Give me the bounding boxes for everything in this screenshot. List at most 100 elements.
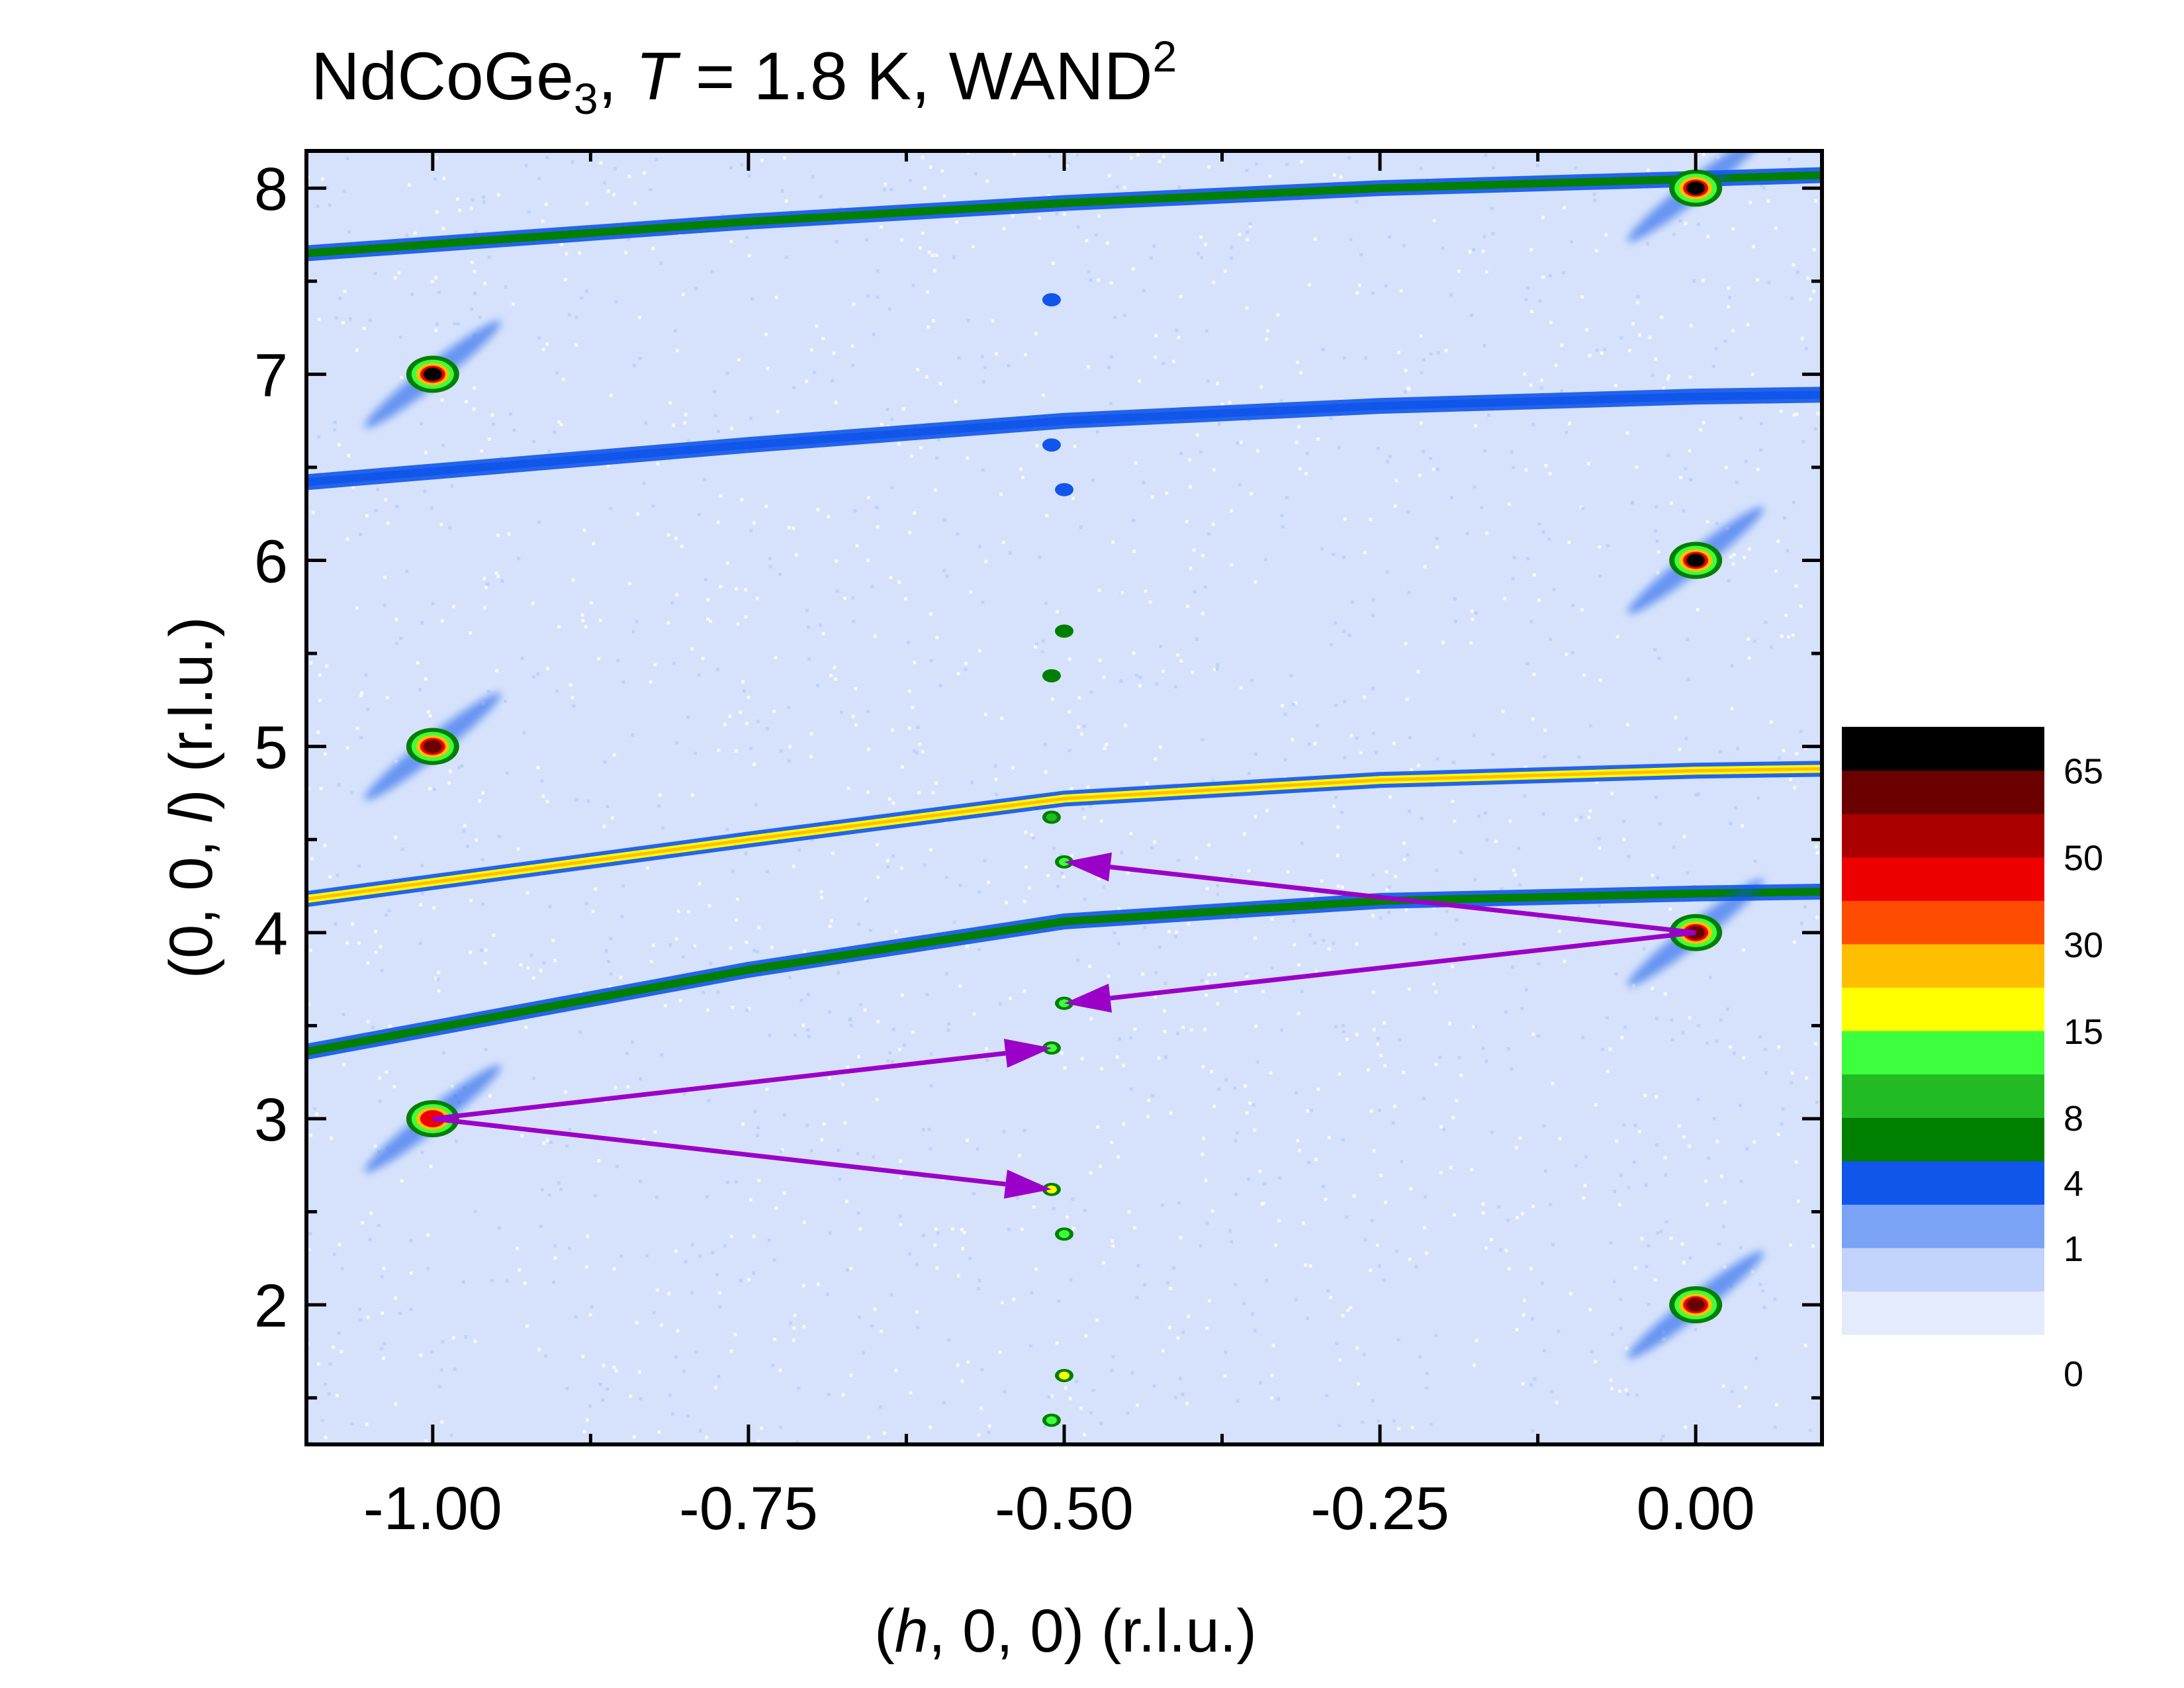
noise-pixel — [873, 1307, 877, 1311]
noise-pixel — [1659, 1229, 1663, 1233]
noise-pixel — [439, 522, 443, 526]
magnetic-peak-3 — [1055, 483, 1073, 496]
noise-pixel — [1167, 929, 1171, 933]
noise-pixel — [1224, 1078, 1228, 1082]
noise-pixel — [1145, 781, 1149, 785]
noise-pixel — [788, 976, 792, 979]
noise-pixel — [707, 904, 711, 908]
noise-pixel — [1531, 1429, 1535, 1433]
noise-pixel — [1101, 1261, 1105, 1265]
noise-pixel — [1781, 1107, 1785, 1111]
noise-pixel — [1684, 222, 1688, 226]
noise-pixel — [1805, 347, 1808, 350]
noise-pixel — [581, 1354, 585, 1358]
noise-pixel — [1357, 1382, 1361, 1386]
noise-pixel — [343, 289, 347, 293]
noise-pixel — [1176, 653, 1180, 657]
noise-pixel — [1490, 207, 1494, 211]
noise-pixel — [752, 949, 756, 953]
noise-pixel — [1245, 1111, 1249, 1115]
noise-pixel — [702, 991, 705, 995]
noise-pixel — [1549, 1202, 1553, 1206]
noise-pixel — [1096, 1125, 1100, 1129]
noise-pixel — [1518, 1136, 1522, 1140]
noise-pixel — [1706, 1041, 1709, 1045]
noise-pixel — [918, 742, 922, 746]
noise-pixel — [1107, 365, 1111, 369]
noise-pixel — [394, 759, 398, 763]
noise-pixel — [1619, 336, 1623, 340]
noise-pixel — [841, 1082, 844, 1086]
powder-ring-4 — [306, 884, 1822, 1060]
noise-pixel — [676, 1329, 680, 1333]
noise-pixel — [424, 1439, 428, 1443]
noise-pixel — [1694, 793, 1698, 797]
noise-pixel — [1450, 496, 1453, 500]
x-axis-label-rest: , 0, 0) (r.l.u.) — [929, 1597, 1257, 1665]
noise-pixel — [1205, 980, 1209, 984]
noise-pixel — [1034, 645, 1038, 649]
noise-pixel — [1402, 244, 1406, 248]
noise-pixel — [1023, 353, 1027, 357]
noise-pixel — [630, 1040, 634, 1044]
noise-pixel — [316, 1362, 320, 1366]
noise-pixel — [1361, 1420, 1365, 1424]
noise-pixel — [602, 1364, 606, 1368]
noise-pixel — [1604, 233, 1608, 237]
noise-pixel — [1764, 1071, 1768, 1075]
noise-pixel — [1186, 604, 1190, 608]
noise-pixel — [1752, 1140, 1756, 1144]
noise-pixel — [340, 1350, 343, 1354]
noise-pixel — [987, 880, 991, 884]
noise-pixel — [578, 1030, 582, 1034]
noise-pixel — [1342, 630, 1346, 633]
noise-pixel — [1144, 589, 1148, 593]
noise-pixel — [1105, 743, 1109, 747]
noise-pixel — [1203, 1028, 1207, 1031]
noise-pixel — [471, 198, 475, 202]
noise-pixel — [1788, 158, 1792, 161]
noise-pixel — [1212, 468, 1216, 471]
noise-pixel — [1297, 1011, 1300, 1015]
noise-pixel — [590, 1305, 594, 1309]
noise-pixel — [904, 597, 907, 600]
noise-pixel — [1481, 250, 1485, 254]
noise-pixel — [1600, 351, 1604, 355]
noise-pixel — [426, 710, 430, 714]
noise-pixel — [1463, 943, 1466, 946]
noise-pixel — [518, 1268, 522, 1272]
noise-pixel — [1637, 333, 1641, 337]
noise-pixel — [938, 684, 942, 688]
noise-pixel — [1789, 1243, 1792, 1247]
noise-pixel — [1081, 808, 1085, 811]
noise-pixel — [1051, 261, 1055, 265]
noise-pixel — [398, 336, 402, 339]
noise-pixel — [1001, 541, 1005, 545]
noise-pixel — [1234, 990, 1238, 994]
noise-pixel — [1520, 1007, 1524, 1011]
noise-pixel — [1379, 916, 1383, 920]
noise-pixel — [1341, 1314, 1345, 1318]
noise-pixel — [1292, 919, 1296, 923]
noise-pixel — [1481, 1047, 1485, 1050]
noise-pixel — [674, 937, 678, 941]
noise-pixel — [1342, 356, 1346, 360]
noise-pixel — [1408, 1257, 1412, 1261]
noise-pixel — [1418, 1355, 1422, 1359]
noise-pixel — [929, 1084, 933, 1088]
noise-pixel — [1185, 520, 1189, 524]
noise-pixel — [1122, 185, 1126, 189]
nuclear-peak-4 — [364, 692, 501, 800]
noise-pixel — [1538, 299, 1542, 303]
noise-pixel — [853, 509, 857, 513]
noise-pixel — [864, 897, 868, 901]
noise-pixel — [1215, 667, 1219, 671]
noise-pixel — [383, 575, 387, 579]
noise-pixel — [311, 510, 315, 514]
noise-pixel — [328, 203, 332, 207]
noise-pixel — [1161, 155, 1165, 159]
noise-pixel — [1210, 1070, 1214, 1074]
noise-pixel — [413, 231, 417, 235]
noise-pixel — [976, 1287, 980, 1291]
noise-pixel — [1201, 554, 1205, 557]
